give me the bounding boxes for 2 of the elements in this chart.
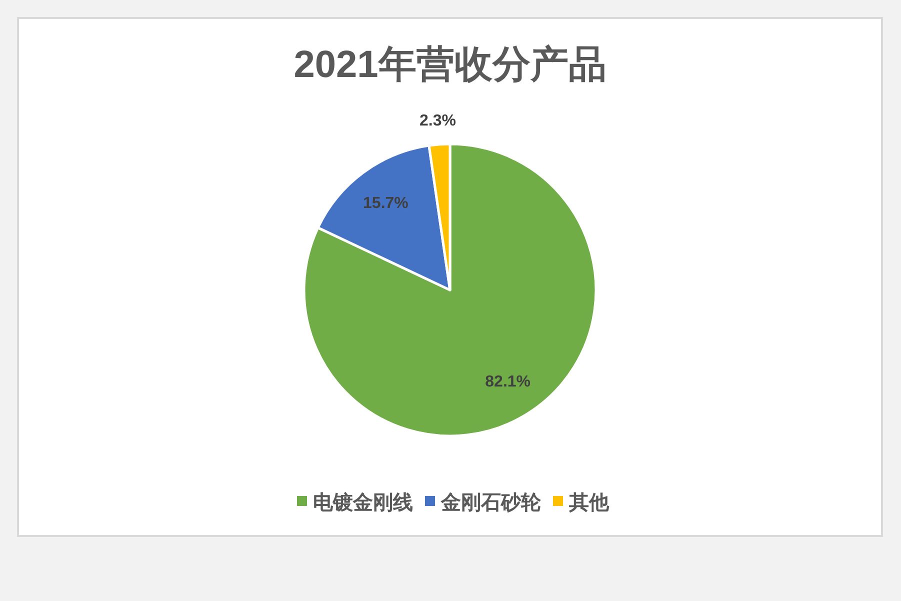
- legend-label: 其他: [568, 490, 610, 514]
- title: 2021年营收分产品: [294, 44, 606, 86]
